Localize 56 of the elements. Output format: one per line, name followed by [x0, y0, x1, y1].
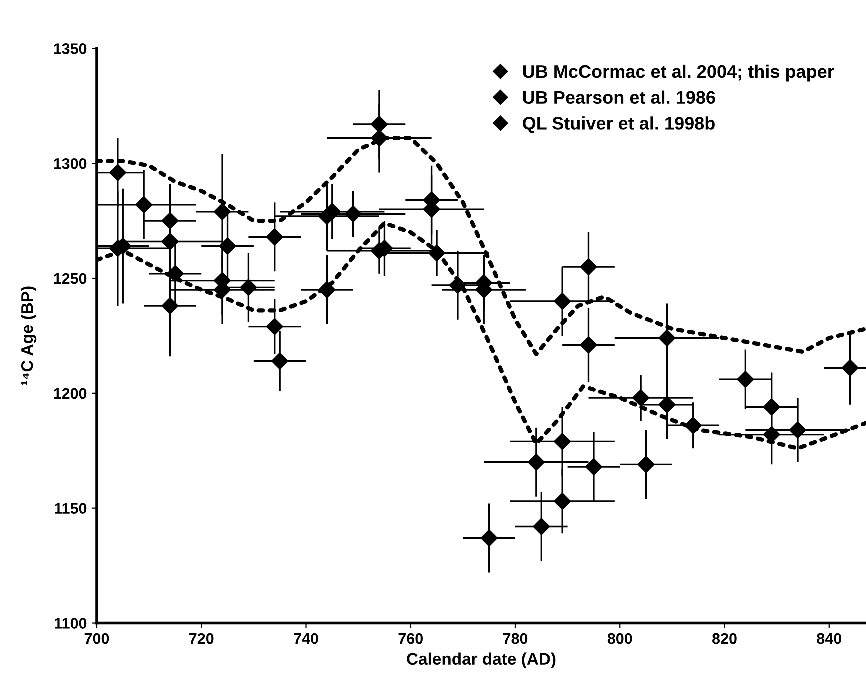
point	[162, 233, 179, 250]
point	[528, 454, 545, 471]
legend-label: UB Pearson et al. 1986	[523, 90, 716, 104]
point	[266, 228, 284, 246]
point	[272, 352, 289, 370]
point	[763, 398, 780, 416]
y-tick-label: 1300	[54, 158, 87, 170]
point	[842, 360, 859, 377]
x-axis-title: Calendar date (AD)	[407, 652, 556, 668]
point	[684, 417, 702, 434]
point	[219, 238, 236, 255]
point	[318, 281, 336, 299]
point	[266, 318, 284, 336]
y-tick-label: 1250	[54, 273, 87, 284]
point	[240, 279, 258, 296]
point	[632, 389, 650, 407]
point	[136, 196, 153, 214]
point	[162, 298, 179, 315]
y-tick-label: 1350	[54, 44, 87, 54]
point	[737, 371, 754, 388]
y-tick-label: 1200	[54, 388, 87, 400]
point	[370, 130, 388, 147]
point	[533, 518, 550, 536]
y-tick-label: 1100	[55, 618, 87, 629]
point	[554, 433, 572, 450]
x-tick-label: 780	[503, 633, 528, 644]
x-tick-label: 760	[398, 633, 423, 644]
point	[370, 116, 388, 134]
point	[763, 426, 780, 444]
point	[580, 258, 598, 276]
x-tick-label: 800	[608, 633, 632, 644]
point	[449, 276, 467, 294]
point	[658, 396, 676, 414]
y-axis-title: ¹⁴C Age (BP)	[21, 286, 37, 386]
x-tick-label: 840	[817, 633, 842, 644]
point	[585, 458, 603, 476]
point	[580, 336, 598, 354]
y-tick-label: 1150	[55, 503, 87, 514]
point	[554, 492, 572, 510]
x-tick-label: 820	[712, 633, 737, 644]
x-tick-label: 740	[294, 633, 318, 644]
point	[109, 164, 126, 182]
point	[554, 292, 572, 310]
legend-label: UB McCormac et al. 2004; this paper	[523, 64, 834, 82]
point	[214, 203, 232, 220]
x-tick-label: 700	[84, 633, 110, 644]
legend-label: QL Stuiver et al. 1998b	[523, 116, 715, 134]
point	[480, 530, 498, 547]
point	[658, 330, 676, 347]
x-tick-label: 720	[190, 633, 214, 644]
point	[428, 244, 446, 262]
point	[162, 212, 179, 230]
point	[344, 206, 362, 223]
point	[789, 422, 807, 439]
point	[166, 265, 184, 282]
point	[638, 456, 655, 474]
